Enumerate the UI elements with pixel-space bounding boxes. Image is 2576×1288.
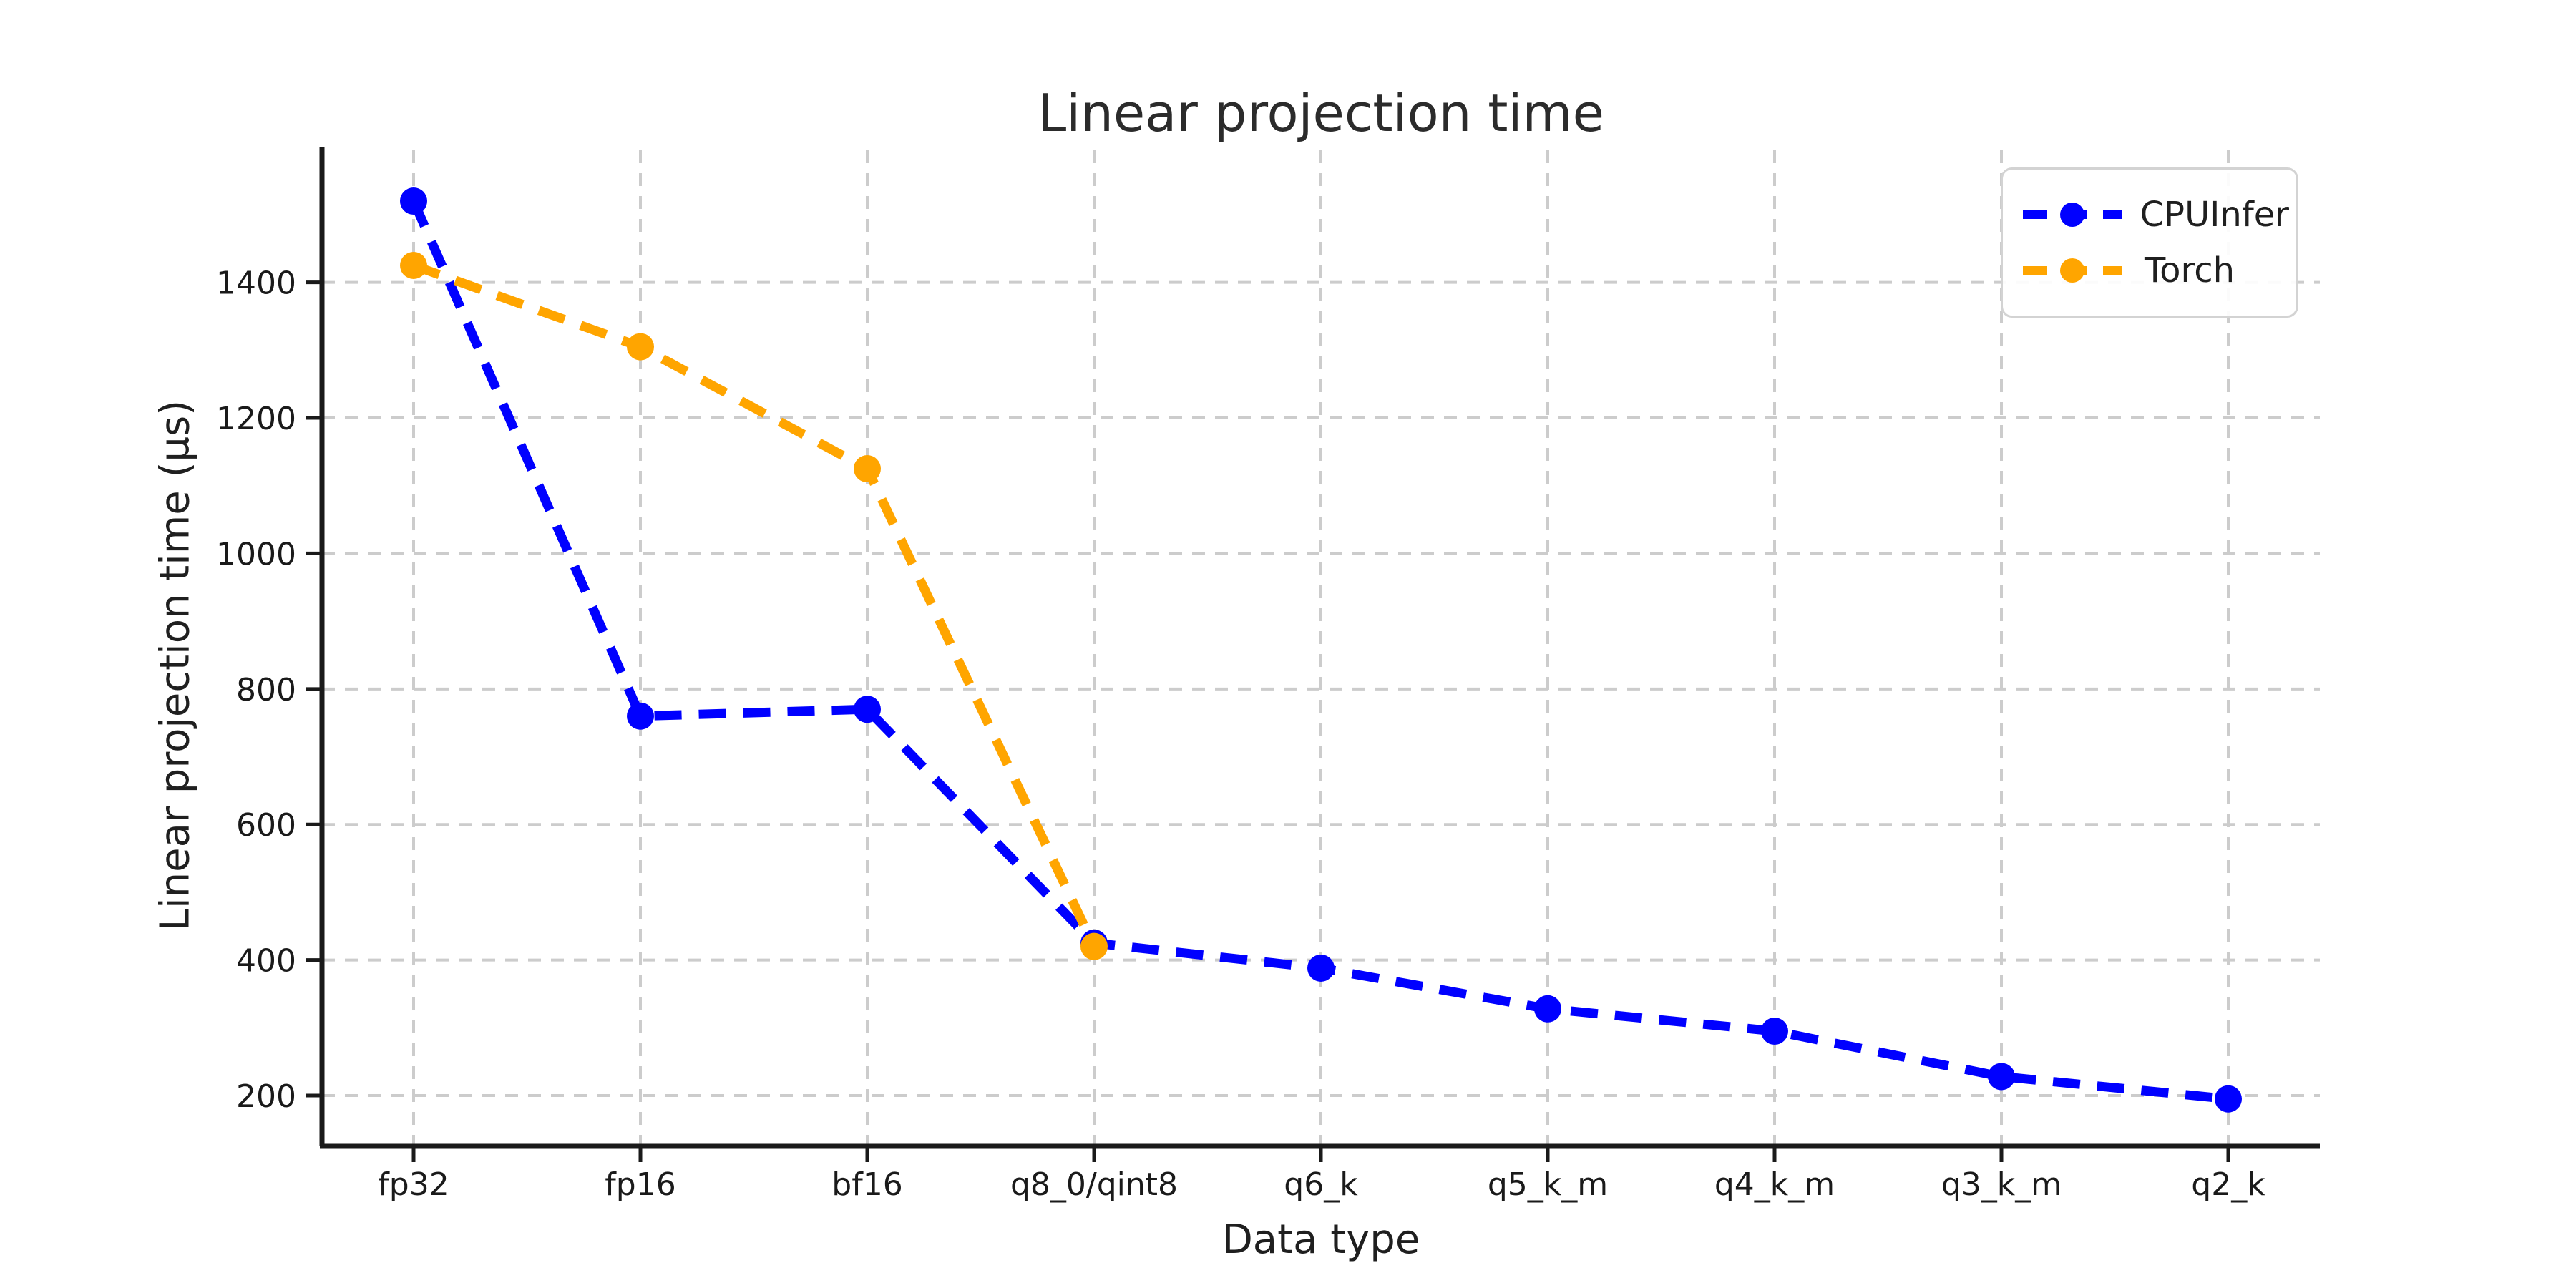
x-tick-label: q6_k [1284, 1166, 1358, 1203]
legend-line-sample-cpuinfer [2023, 202, 2122, 227]
x-tick-label: fp32 [378, 1166, 449, 1203]
x-tick-label: q4_k_m [1714, 1166, 1835, 1203]
x-tick-label: q5_k_m [1488, 1166, 1608, 1203]
legend-row-torch: Torch [2019, 253, 2289, 288]
x-tick-label: bf16 [831, 1166, 902, 1203]
data-point-torch-fp16 [627, 333, 654, 361]
data-point-cpuinfer-fp32 [400, 187, 427, 215]
x-tick-label: q8_0/qint8 [1010, 1166, 1178, 1203]
data-point-cpuinfer-q5_k_m [1534, 995, 1561, 1023]
series-line-torch [411, 260, 1098, 949]
y-axis-title: Linear projection time (µs) [152, 399, 199, 932]
data-point-cpuinfer-fp16 [627, 702, 654, 730]
legend: CPUInfer Torch [2001, 167, 2298, 318]
data-point-torch-fp32 [400, 251, 427, 279]
data-point-cpuinfer-q6_k [1307, 954, 1335, 982]
x-tick-label: q3_k_m [1941, 1166, 2062, 1203]
y-tick-label: 800 [236, 672, 296, 708]
data-point-cpuinfer-q4_k_m [1761, 1018, 1788, 1045]
data-point-cpuinfer-q3_k_m [1988, 1063, 2015, 1091]
legend-label-cpuinfer: CPUInfer [2140, 194, 2289, 235]
y-tick-label: 1400 [216, 265, 296, 302]
legend-label-torch: Torch [2145, 250, 2235, 291]
x-tick-label: q2_k [2191, 1166, 2265, 1203]
data-point-torch-q8_0/qint8 [1080, 932, 1108, 960]
data-point-torch-bf16 [854, 455, 881, 483]
x-tick-label: fp16 [605, 1166, 675, 1203]
y-tick-label: 1000 [216, 536, 296, 572]
x-axis-title: Data type [1221, 1216, 1420, 1263]
data-point-cpuinfer-q2_k [2215, 1085, 2242, 1113]
legend-line-sample-torch [2023, 258, 2122, 283]
chart-title: Linear projection time [1038, 83, 1604, 143]
y-tick-label: 400 [236, 943, 296, 980]
data-point-cpuinfer-bf16 [854, 696, 881, 723]
legend-row-cpuinfer: CPUInfer [2019, 197, 2289, 232]
y-tick-label: 200 [236, 1078, 296, 1115]
y-tick-label: 600 [236, 807, 296, 844]
y-tick-label: 1200 [216, 401, 296, 437]
